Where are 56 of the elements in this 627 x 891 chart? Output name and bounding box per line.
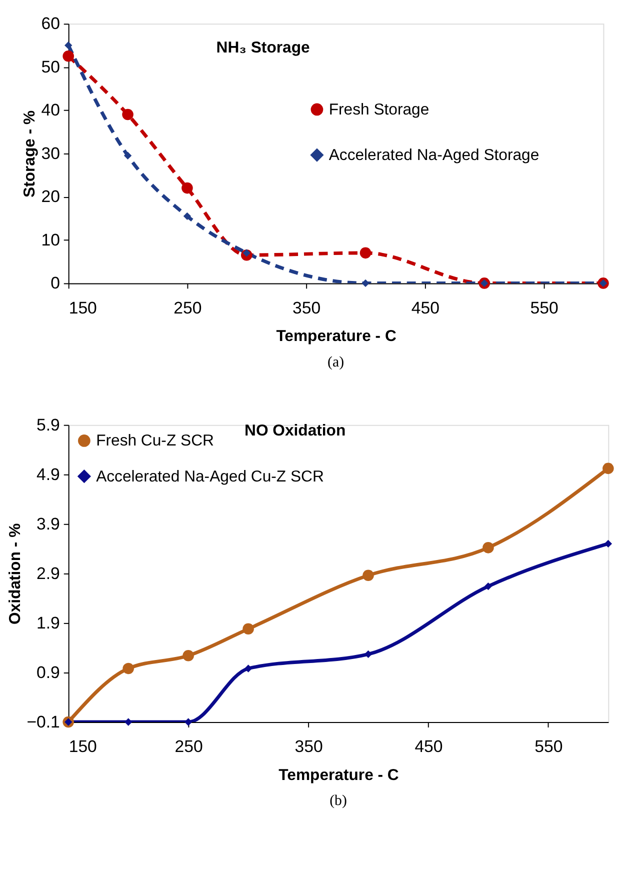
point [484, 582, 492, 590]
point [122, 662, 134, 674]
point [183, 212, 192, 220]
x-tick-label: 350 [292, 298, 321, 318]
x-tick-label: 150 [68, 737, 97, 756]
x-axis-title: Temperature - C [276, 328, 396, 346]
y-tick-label: 10 [41, 230, 60, 250]
point [122, 108, 134, 120]
x-tick-label: 150 [68, 298, 97, 318]
y-tick-label: 40 [41, 100, 60, 120]
text: (b) [330, 793, 347, 810]
point [360, 247, 372, 259]
point [364, 650, 372, 658]
y-tick-label: 50 [41, 57, 60, 76]
point [64, 41, 72, 50]
y-tick-label: 30 [41, 144, 60, 163]
x-tick-label: 550 [530, 298, 558, 318]
point [182, 182, 193, 194]
point [184, 718, 192, 726]
legend-label: Accelerated Na-Aged Cu-Z SCR [96, 468, 324, 486]
y-axis-title: Storage - % [21, 110, 38, 198]
point [604, 540, 612, 548]
x-tick-label: 250 [174, 737, 203, 756]
y-tick-label: 60 [41, 14, 60, 34]
point [362, 570, 374, 582]
y-tick-label: 3.9 [36, 514, 60, 534]
chart-title: NO Oxidation [244, 422, 346, 440]
y-tick-label: 2.9 [36, 564, 60, 583]
legend-label: Fresh Cu-Z SCR [96, 432, 214, 450]
y-tick-label: 1.9 [36, 613, 60, 632]
x-axis-title: Temperature - C [278, 766, 399, 784]
x-tick-label: 350 [294, 737, 323, 756]
legend-label: Fresh Storage [328, 101, 430, 118]
text: NH₃ Storage [216, 39, 310, 56]
point [244, 664, 252, 672]
point [124, 718, 132, 726]
y-tick-label: 20 [41, 187, 60, 206]
x-tick-label: 250 [174, 298, 202, 318]
y-tick-label: 5.9 [36, 415, 60, 434]
point [482, 542, 494, 554]
x-tick-label: 550 [534, 737, 563, 756]
point [62, 50, 74, 62]
y-tick-label: −0.1 [26, 712, 60, 732]
legend-label: Accelerated Na-Aged Storage [328, 146, 540, 164]
x-tick-label: 450 [411, 298, 440, 318]
point [242, 623, 254, 635]
point [602, 462, 614, 474]
point [124, 152, 132, 160]
text: (a) [328, 354, 344, 370]
y-tick-label: 4.9 [36, 464, 60, 484]
point [362, 279, 370, 288]
y-tick-label: 0.9 [36, 662, 60, 682]
x-tick-label: 450 [414, 737, 443, 756]
y-axis-title: Oxidation - % [6, 523, 24, 624]
point [182, 650, 194, 662]
y-tick-label: 0 [50, 274, 60, 293]
